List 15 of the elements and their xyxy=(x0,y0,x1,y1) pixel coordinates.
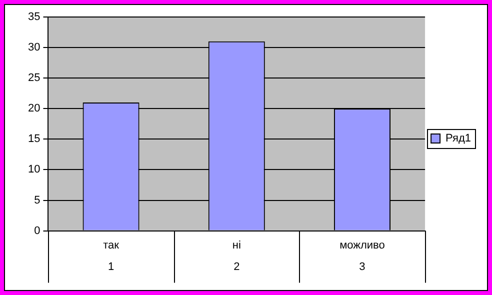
y-tick-label: 20 xyxy=(28,102,40,115)
legend-label: Ряд1 xyxy=(446,132,472,145)
x-tick-label: ні xyxy=(232,239,241,252)
x-tick-label: так xyxy=(103,239,120,252)
y-tick-label: 0 xyxy=(34,224,40,237)
y-tick-label: 15 xyxy=(28,133,40,146)
text: 1 xyxy=(108,260,114,273)
y-tick-label: 5 xyxy=(34,194,40,206)
text: 2 xyxy=(234,260,240,273)
y-tick-label: 30 xyxy=(28,42,40,54)
x-tick-label: можливо xyxy=(340,239,385,252)
y-tick-label: 25 xyxy=(28,72,40,84)
text: 3 xyxy=(359,260,366,273)
y-tick-label: 35 xyxy=(28,11,40,24)
y-tick-label: 10 xyxy=(28,164,40,176)
